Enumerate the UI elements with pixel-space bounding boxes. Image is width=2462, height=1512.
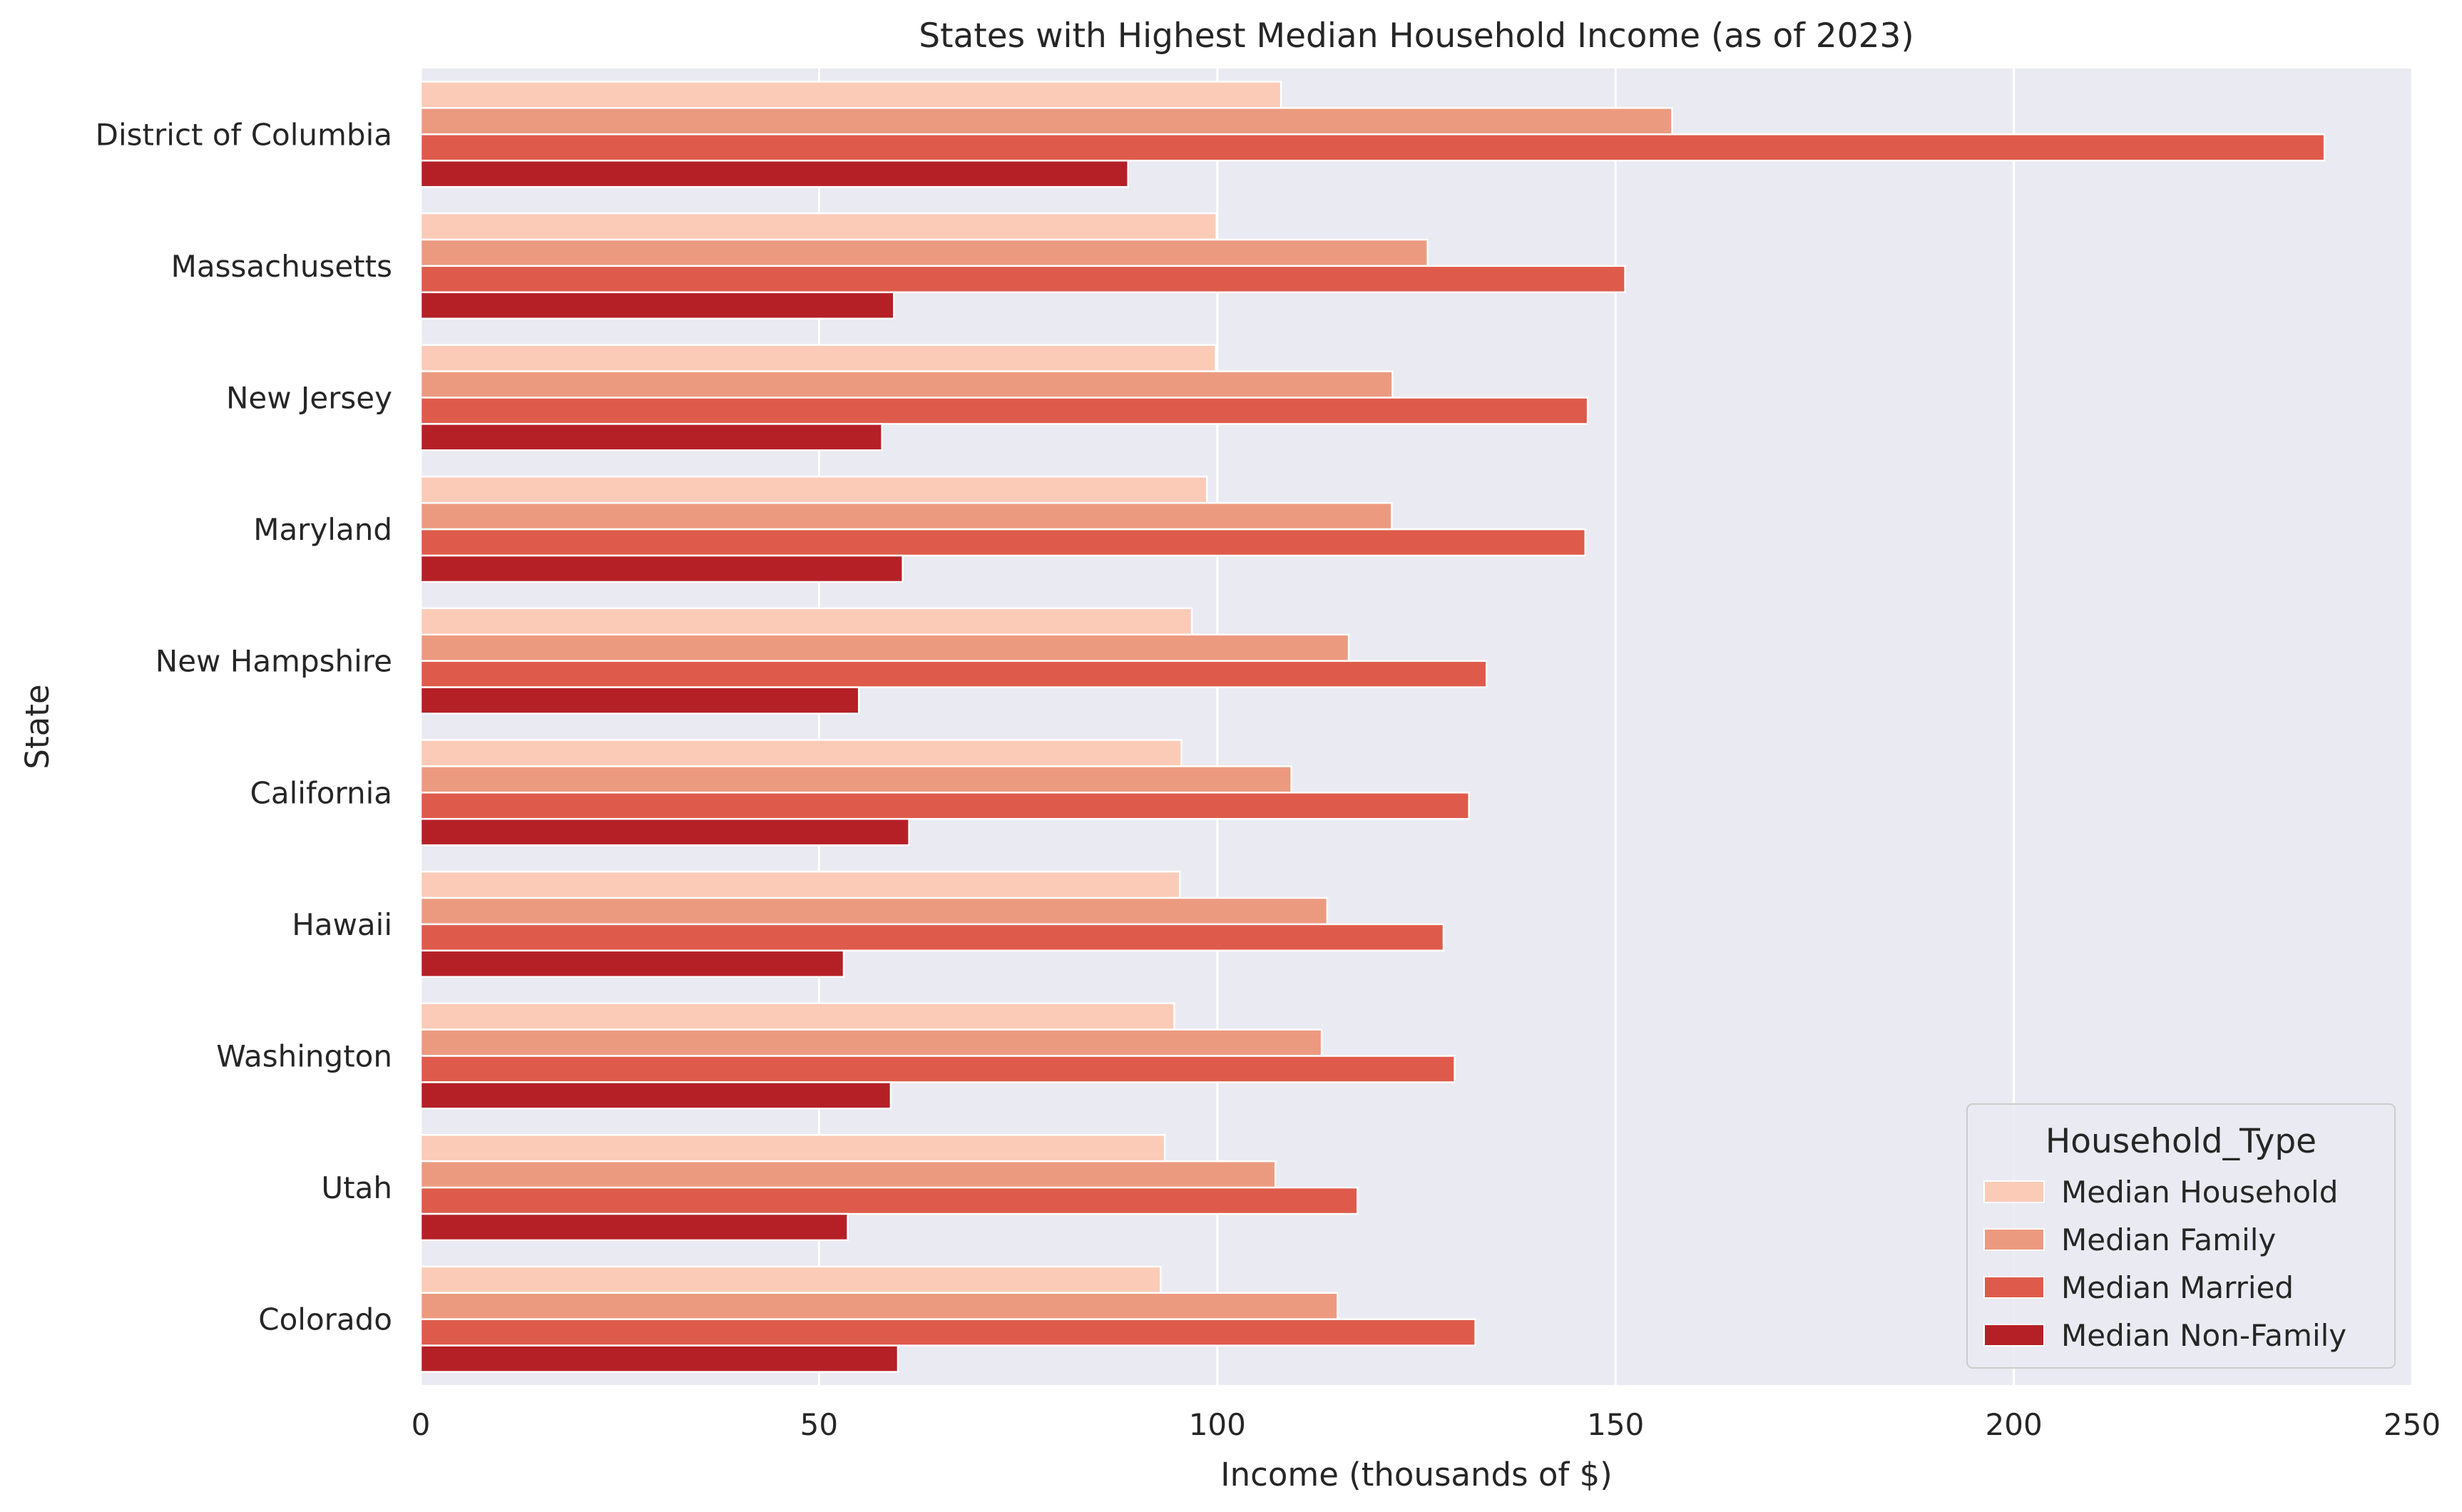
y-tick-label: Washington [216,1039,392,1074]
bar-1-2 [419,265,1626,294]
bar-8-1 [419,1160,1277,1189]
bar-4-3 [419,686,860,715]
legend-swatch-1 [1983,1228,2045,1251]
bar-0-3 [419,159,1129,188]
bar-6-1 [419,897,1329,926]
y-axis-label: State [19,684,56,769]
bar-8-2 [419,1186,1359,1215]
legend-swatch-3 [1983,1324,2045,1347]
bar-1-3 [419,291,895,320]
x-tick-label: 0 [412,1407,431,1442]
bar-0-1 [419,107,1673,136]
x-tick-label: 250 [2384,1407,2441,1442]
bar-0-0 [419,81,1282,109]
x-axis-label: Income (thousands of $) [1220,1456,1612,1493]
x-tick-label: 200 [1986,1407,2043,1442]
y-tick-label: California [250,775,392,810]
y-tick-label: New Hampshire [155,644,392,679]
chart-title: States with Highest Median Household Inc… [919,16,1914,56]
x-tick-label: 150 [1587,1407,1644,1442]
y-tick-label: Massachusetts [171,249,392,284]
bar-7-2 [419,1055,1456,1083]
bar-3-3 [419,554,904,583]
bar-9-1 [419,1292,1339,1320]
legend-label: Median Family [2061,1222,2276,1257]
bar-2-1 [419,370,1394,399]
bar-1-1 [419,238,1429,267]
legend-title: Household_Type [2045,1122,2317,1161]
bar-3-1 [419,501,1393,531]
bar-5-0 [419,739,1183,767]
bar-4-0 [419,607,1193,636]
x-tick-labels: 0 50 100 150 200 250 [412,1407,2441,1442]
x-tick-label: 100 [1189,1407,1246,1442]
bar-8-0 [419,1134,1166,1163]
bar-6-2 [419,923,1445,952]
y-tick-labels: District of Columbia Massachusetts New Jer… [96,117,392,1337]
bar-5-1 [419,765,1292,794]
bar-2-2 [419,397,1589,425]
y-tick-label: Utah [321,1170,392,1205]
y-tick-label: District of Columbia [96,117,392,152]
legend-swatch-0 [1983,1180,2045,1203]
legend-label: Median Married [2061,1270,2294,1305]
bar-4-2 [419,660,1488,688]
bar-9-0 [419,1265,1162,1294]
legend-label: Median Non-Family [2061,1318,2346,1353]
bar-3-2 [419,528,1587,557]
y-tick-label: Maryland [253,512,392,547]
legend-label: Median Household [2061,1175,2338,1210]
bar-6-3 [419,949,845,978]
bar-2-3 [419,423,883,451]
bar-6-0 [419,870,1181,899]
bar-7-0 [419,1002,1175,1031]
y-tick-label: New Jersey [226,381,392,416]
legend-swatch-2 [1983,1276,2045,1299]
bar-0-2 [419,133,2326,162]
bar-1-0 [419,212,1217,241]
legend: Household_Type Median Household Median Fam… [1966,1103,2396,1369]
y-tick-label: Hawaii [292,907,392,942]
bar-5-3 [419,817,910,847]
bar-7-1 [419,1028,1323,1057]
bar-2-0 [419,344,1217,372]
bars [419,81,2326,1373]
bar-8-3 [419,1212,849,1242]
bar-5-2 [419,792,1470,820]
bar-7-3 [419,1081,892,1110]
bar-9-3 [419,1344,899,1373]
x-tick-label: 50 [800,1407,838,1442]
legend-box [1966,1103,2396,1369]
bar-4-1 [419,633,1350,662]
y-tick-label: Colorado [258,1302,392,1337]
bar-9-2 [419,1318,1476,1347]
bar-3-0 [419,476,1208,504]
